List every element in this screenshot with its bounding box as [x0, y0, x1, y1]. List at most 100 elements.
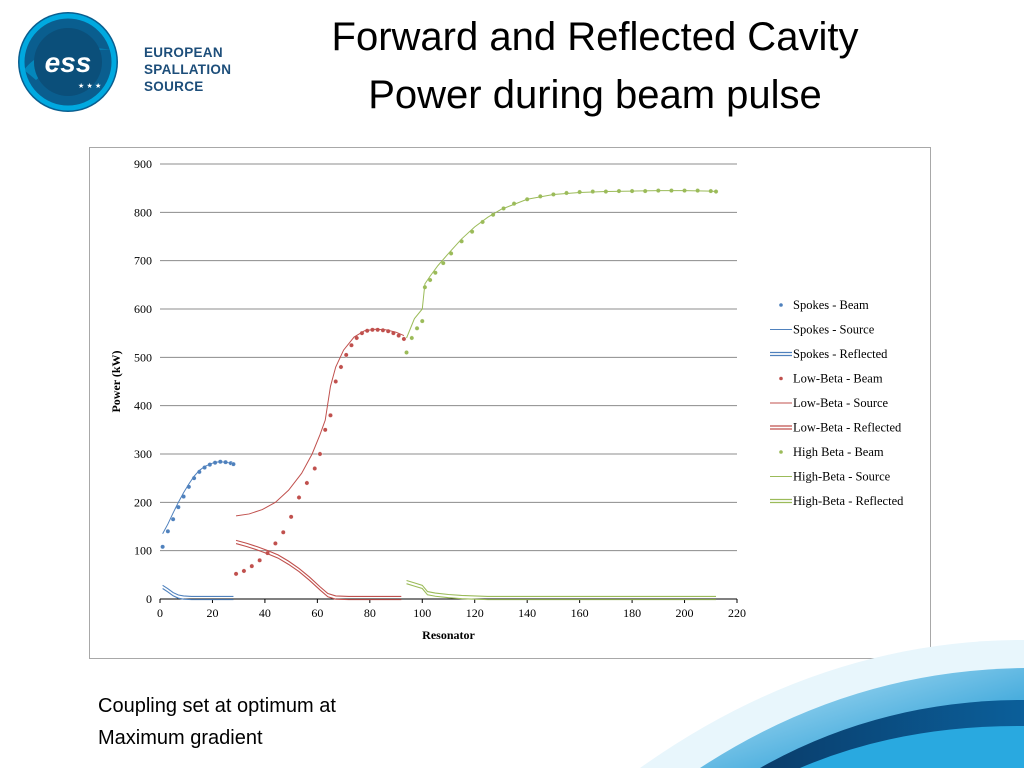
series-line-lower [406, 583, 717, 601]
data-point [349, 342, 354, 348]
legend-label: Low-Beta - Beam [793, 372, 883, 386]
data-point [280, 529, 286, 535]
svg-text:★ ★ ★: ★ ★ ★ [78, 82, 101, 90]
legend-entry: Low-Beta - Source [770, 396, 889, 410]
data-point [322, 427, 328, 433]
data-point [272, 541, 278, 546]
data-point [160, 544, 166, 550]
x-tick-label: 180 [623, 606, 641, 620]
data-point [304, 480, 310, 486]
series-line-upper [235, 539, 402, 597]
data-point [165, 528, 171, 534]
x-tick-label: 20 [206, 606, 218, 620]
legend-entry: Spokes - Reflected [770, 347, 888, 361]
logo-mark: ess [45, 47, 92, 78]
data-point [480, 219, 485, 225]
data-point [317, 451, 323, 457]
logo-line-3: SOURCE [144, 79, 204, 94]
legend-label: High-Beta - Reflected [793, 494, 904, 508]
data-point [233, 571, 239, 577]
data-point [440, 260, 446, 266]
data-point [333, 379, 339, 384]
x-tick-label: 160 [571, 606, 589, 620]
legend-entry: Low-Beta - Reflected [770, 421, 902, 435]
legend-entry: High-Beta - Reflected [770, 494, 904, 508]
series-spokes-beam [160, 459, 236, 550]
legend-marker [779, 450, 783, 454]
series-line-lower [162, 588, 234, 601]
x-tick-label: 100 [413, 606, 431, 620]
data-point [401, 336, 407, 342]
data-point [241, 568, 247, 574]
data-point [414, 325, 420, 331]
legend-label: Low-Beta - Source [793, 396, 889, 410]
x-tick-label: 120 [466, 606, 484, 620]
data-point [288, 514, 294, 520]
data-point [170, 516, 176, 522]
y-tick-label: 700 [134, 254, 152, 268]
data-point [296, 495, 302, 500]
series-high-beta-reflected [406, 579, 717, 601]
series-low-beta-reflected [235, 539, 402, 601]
ess-logo-icon: ess ★ ★ ★ [18, 12, 118, 112]
series-high-beta-beam [404, 188, 719, 355]
legend-entry: Spokes - Beam [779, 298, 869, 312]
series-spokes-reflected [162, 584, 234, 601]
y-tick-label: 500 [134, 350, 152, 364]
chart-frame: 0 100 200 300 400 500 600 700 800 900 0 20 40 60 80 100… [89, 147, 931, 659]
slide-caption: Coupling set at optimum at Maximum gradi… [98, 690, 336, 754]
legend-label: Spokes - Reflected [793, 347, 888, 361]
series-line-lower [235, 543, 402, 601]
x-tick-label: 140 [518, 606, 536, 620]
legend-label: Spokes - Beam [793, 298, 869, 312]
x-tick-label: 80 [364, 606, 376, 620]
y-tick-label: 200 [134, 495, 152, 509]
series-line [162, 461, 234, 534]
logo-line-1: EUROPEAN [144, 45, 223, 60]
legend-marker [779, 303, 783, 307]
data-point [196, 469, 202, 475]
data-point [338, 364, 344, 370]
data-point [343, 352, 349, 358]
x-tick-label: 220 [728, 606, 746, 620]
legend-label: High-Beta - Source [793, 470, 891, 484]
x-tick-label: 200 [676, 606, 694, 620]
y-tick-label: 800 [134, 205, 152, 219]
legend-entry: High Beta - Beam [779, 445, 884, 459]
logo-wordmark: EUROPEAN SPALLATION SOURCE [144, 44, 231, 95]
x-tick-label: 0 [157, 606, 163, 620]
slide-title: Forward and Reflected Cavity Power durin… [240, 8, 950, 124]
legend-label: High Beta - Beam [793, 445, 884, 459]
logo-line-2: SPALLATION [144, 62, 232, 77]
series-line [235, 328, 405, 517]
series-low-beta-beam [233, 327, 407, 577]
legend-entry: Low-Beta - Beam [779, 372, 883, 386]
caption-line-2: Maximum gradient [98, 727, 263, 749]
legend-marker [779, 376, 783, 381]
x-tick-label: 60 [311, 606, 323, 620]
data-point [404, 350, 409, 355]
data-point [328, 412, 333, 418]
x-tick-label: 40 [259, 606, 271, 620]
series-low-beta-source [235, 328, 405, 517]
data-point [257, 557, 263, 563]
series-line [406, 190, 717, 339]
y-tick-label: 0 [146, 592, 152, 606]
data-point [380, 327, 386, 333]
series-high-beta-source [406, 190, 717, 339]
series-line-upper [162, 584, 234, 597]
y-axis-title: Power (kW) [109, 350, 123, 412]
series-line-upper [406, 579, 717, 597]
ess-logo: ess ★ ★ ★ EUROPEAN SPALLATION SOURCE [16, 10, 231, 114]
data-point [419, 318, 425, 324]
data-point [249, 563, 255, 569]
y-tick-label: 100 [134, 544, 152, 558]
legend-label: Low-Beta - Reflected [793, 421, 902, 435]
y-tick-label: 600 [134, 302, 152, 316]
power-chart: 0 100 200 300 400 500 600 700 800 900 0 20 40 60 80 100… [109, 157, 904, 642]
slide-title-line-1: Forward and Reflected Cavity [331, 15, 859, 59]
legend-entry: High-Beta - Source [770, 470, 891, 484]
slide-title-line-2: Power during beam pulse [368, 73, 822, 117]
legend-entry: Spokes - Source [770, 323, 875, 337]
x-axis-title: Resonator [422, 628, 475, 642]
